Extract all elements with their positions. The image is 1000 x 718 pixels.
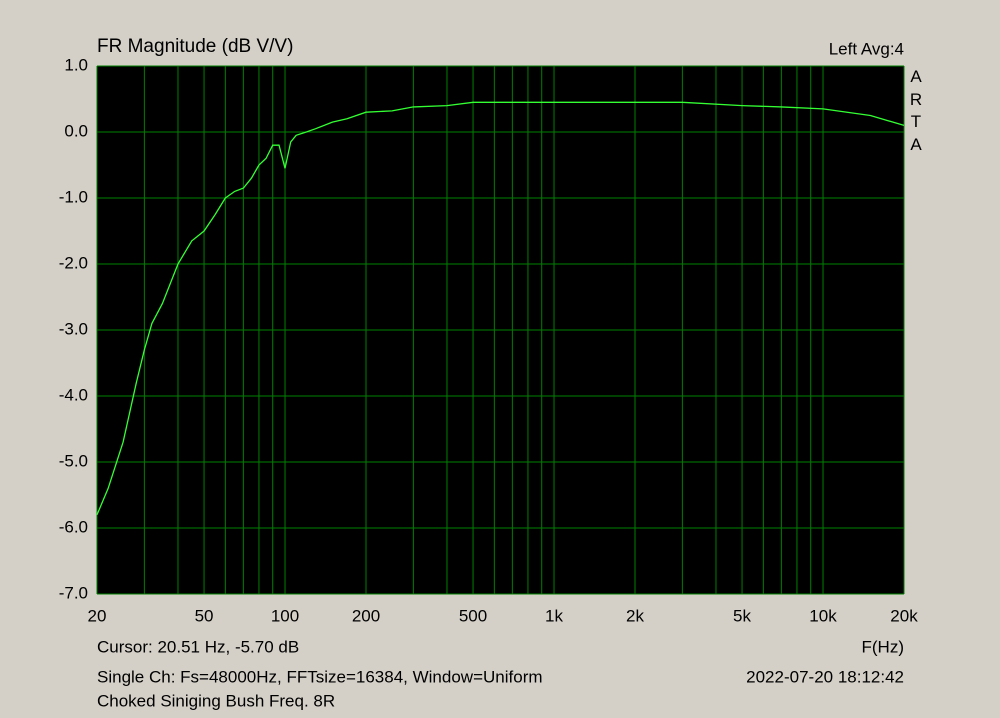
y-tick-label: -2.0 bbox=[59, 253, 88, 272]
y-tick-label: -1.0 bbox=[59, 187, 88, 206]
y-tick-label: -5.0 bbox=[59, 451, 88, 470]
chart-title: FR Magnitude (dB V/V) bbox=[97, 36, 293, 57]
x-tick-label: 2k bbox=[626, 606, 644, 625]
y-tick-label: -7.0 bbox=[59, 583, 88, 602]
caption: Choked Siniging Bush Freq. 8R bbox=[97, 691, 335, 710]
x-tick-label: 1k bbox=[545, 606, 563, 625]
x-tick-label: 20 bbox=[88, 606, 107, 625]
x-tick-label: 20k bbox=[890, 606, 918, 625]
x-tick-label: 5k bbox=[733, 606, 751, 625]
x-tick-label: 50 bbox=[195, 606, 214, 625]
x-tick-label: 500 bbox=[459, 606, 487, 625]
info-text: Single Ch: Fs=48000Hz, FFTsize=16384, Wi… bbox=[97, 667, 543, 686]
x-tick-label: 200 bbox=[352, 606, 380, 625]
cursor-readout: Cursor: 20.51 Hz, -5.70 dB bbox=[97, 637, 299, 656]
y-tick-label: 0.0 bbox=[64, 121, 88, 140]
x-axis-label: F(Hz) bbox=[862, 637, 904, 656]
brand: ARTA bbox=[909, 67, 923, 154]
y-tick-label: -6.0 bbox=[59, 517, 88, 536]
y-tick-label: -3.0 bbox=[59, 319, 88, 338]
channel-label: Left Avg:4 bbox=[829, 39, 904, 58]
y-tick-label: -4.0 bbox=[59, 385, 88, 404]
y-tick-label: 1.0 bbox=[64, 55, 88, 74]
x-tick-label: 10k bbox=[809, 606, 837, 625]
x-tick-label: 100 bbox=[271, 606, 299, 625]
timestamp: 2022-07-20 18:12:42 bbox=[746, 667, 904, 686]
data-line bbox=[96, 101, 905, 516]
